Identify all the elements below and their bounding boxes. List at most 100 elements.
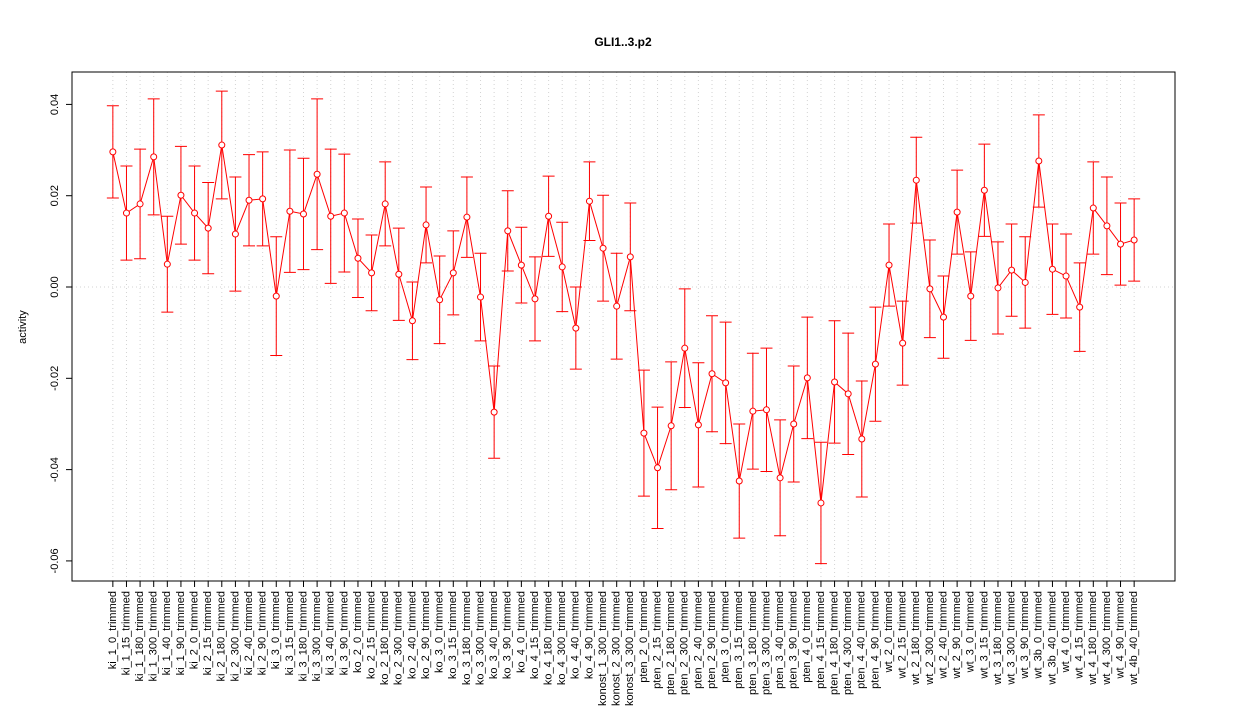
data-point bbox=[994, 284, 1002, 292]
x-tick-label: wt_4_300_trimmed bbox=[1101, 591, 1113, 686]
data-point bbox=[708, 370, 716, 378]
x-tick-label: ki_3_0_trimmed bbox=[270, 591, 282, 669]
data-point bbox=[1062, 272, 1070, 280]
x-tick-label: pten_2_40_trimmed bbox=[692, 591, 704, 689]
x-tick-label: pten_4_180_trimmed bbox=[828, 591, 840, 695]
data-point bbox=[953, 208, 961, 216]
data-point bbox=[204, 224, 212, 232]
data-point bbox=[1130, 236, 1138, 244]
data-point bbox=[885, 261, 893, 269]
x-tick-label: wt_3b_0_trimmed bbox=[1033, 591, 1045, 679]
data-point bbox=[517, 261, 525, 269]
data-point bbox=[381, 200, 389, 208]
x-tick-label: pten_4_15_trimmed bbox=[815, 591, 827, 689]
x-tick-label: pten_4_90_trimmed bbox=[869, 591, 881, 689]
data-point bbox=[1035, 157, 1043, 165]
data-point bbox=[613, 302, 621, 310]
x-tick-label: ki_2_300_trimmed bbox=[229, 591, 241, 682]
x-tick-label: pten_3_0_trimmed bbox=[720, 591, 732, 683]
x-tick-label: pten_3_90_trimmed bbox=[788, 591, 800, 689]
data-point bbox=[599, 244, 607, 252]
data-point bbox=[572, 324, 580, 332]
data-point bbox=[899, 339, 907, 347]
x-tick-label: wt_2_90_trimmed bbox=[951, 591, 963, 679]
x-tick-label: ko_4_0_trimmed bbox=[515, 591, 527, 673]
data-point bbox=[858, 435, 866, 443]
x-tick-label: ki_2_15_trimmed bbox=[202, 591, 214, 675]
data-point bbox=[912, 176, 920, 184]
x-tick-label: ki_3_40_trimmed bbox=[325, 591, 337, 675]
chart-title: GLI1..3.p2 bbox=[594, 35, 652, 49]
x-tick-label: ko_4_90_trimmed bbox=[583, 591, 595, 679]
x-tick-label: ki_1_40_trimmed bbox=[161, 591, 173, 675]
x-tick-label: wt_4b_40_trimmed bbox=[1128, 591, 1140, 686]
data-point bbox=[136, 200, 144, 208]
data-point bbox=[1117, 240, 1125, 248]
x-tick-label: ko_2_300_trimmed bbox=[393, 591, 405, 685]
data-point bbox=[681, 344, 689, 352]
data-point bbox=[1021, 278, 1029, 286]
x-tick-label: pten_3_300_trimmed bbox=[760, 591, 772, 695]
x-tick-label: ko_3_90_trimmed bbox=[502, 591, 514, 679]
x-tick-label: ko_4_300_trimmed bbox=[556, 591, 568, 685]
x-tick-label: ki_3_180_trimmed bbox=[297, 591, 309, 682]
x-tick-label: wt_4_180_trimmed bbox=[1087, 591, 1099, 686]
x-tick-label: pten_2_180_trimmed bbox=[665, 591, 677, 695]
data-point bbox=[1103, 222, 1111, 230]
data-point bbox=[191, 209, 199, 217]
x-tick-label: pten_2_90_trimmed bbox=[706, 591, 718, 689]
x-tick-label: wt_4_90_trimmed bbox=[1114, 591, 1126, 679]
data-point bbox=[831, 378, 839, 386]
data-point bbox=[177, 191, 185, 199]
x-tick-label: wt_2_0_trimmed bbox=[883, 591, 895, 673]
x-tick-label: pten_2_15_trimmed bbox=[651, 591, 663, 689]
data-point bbox=[1008, 266, 1016, 274]
data-point bbox=[940, 313, 948, 321]
x-tick-label: ki_3_15_trimmed bbox=[284, 591, 296, 675]
x-tick-label: ko_2_0_trimmed bbox=[352, 591, 364, 673]
x-tick-label: ki_1_300_trimmed bbox=[148, 591, 160, 682]
x-tick-label: ko_2_40_trimmed bbox=[406, 591, 418, 679]
data-point bbox=[722, 379, 730, 387]
data-point bbox=[776, 474, 784, 482]
data-point bbox=[585, 197, 593, 205]
y-tick-label: -0.02 bbox=[49, 366, 61, 391]
data-point bbox=[762, 406, 770, 414]
x-tick-label: ki_1_0_trimmed bbox=[107, 591, 119, 669]
data-point bbox=[667, 422, 675, 430]
data-point bbox=[531, 295, 539, 303]
x-tick-label: ko_3_300_trimmed bbox=[474, 591, 486, 685]
data-point bbox=[694, 421, 702, 429]
x-tick-label: ko_3_40_trimmed bbox=[488, 591, 500, 679]
data-point bbox=[449, 269, 457, 277]
data-point bbox=[259, 195, 267, 203]
data-point bbox=[163, 260, 171, 268]
data-point bbox=[231, 230, 239, 238]
x-tick-label: ko_4_40_trimmed bbox=[570, 591, 582, 679]
x-tick-label: ki_1_180_trimmed bbox=[134, 591, 146, 682]
x-tick-label: wt_4_15_trimmed bbox=[1074, 591, 1086, 679]
x-tick-label: wt_2_300_trimmed bbox=[924, 591, 936, 686]
x-tick-label: wt_3_15_trimmed bbox=[978, 591, 990, 679]
data-point bbox=[654, 464, 662, 472]
data-point bbox=[817, 499, 825, 507]
x-tick-label: wt_3_0_trimmed bbox=[965, 591, 977, 673]
data-point bbox=[122, 209, 130, 217]
data-point bbox=[749, 407, 757, 415]
data-point bbox=[558, 263, 566, 271]
data-point bbox=[299, 210, 307, 218]
data-point bbox=[980, 186, 988, 194]
x-tick-label: wt_3b_40_trimmed bbox=[1046, 591, 1058, 686]
x-tick-label: pten_2_0_trimmed bbox=[638, 591, 650, 683]
series-line bbox=[112, 144, 1135, 503]
x-tick-label: wt_2_15_trimmed bbox=[897, 591, 909, 679]
data-point bbox=[408, 317, 416, 325]
x-tick-label: wt_4_0_trimmed bbox=[1060, 591, 1072, 673]
data-point bbox=[395, 270, 403, 278]
x-tick-label: ki_2_0_trimmed bbox=[188, 591, 200, 669]
x-tick-label: pten_3_40_trimmed bbox=[774, 591, 786, 689]
data-point bbox=[735, 477, 743, 485]
y-tick-label: 0.00 bbox=[49, 276, 61, 297]
y-tick-label: -0.06 bbox=[49, 548, 61, 573]
